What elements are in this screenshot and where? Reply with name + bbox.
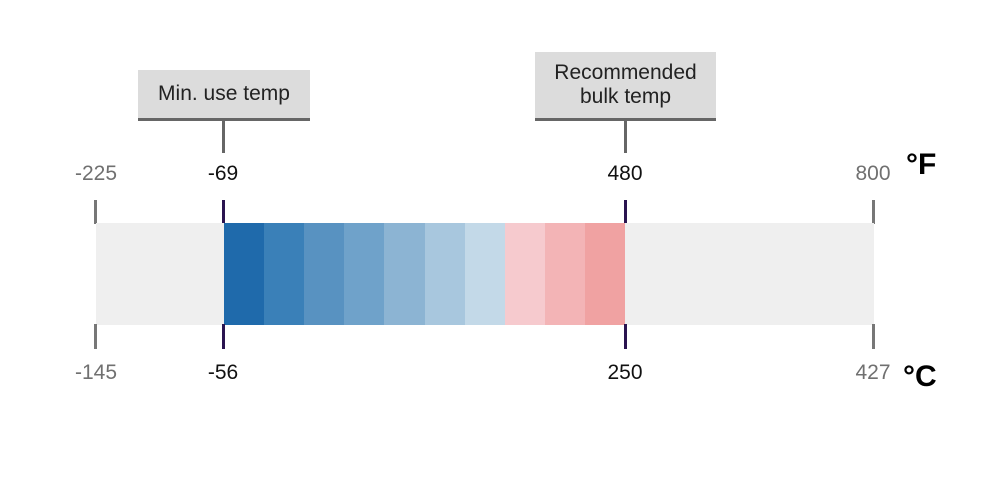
gradient-segment bbox=[304, 223, 345, 325]
gradient-segment bbox=[544, 223, 586, 325]
recommended-label-line1: Recommended bbox=[554, 61, 697, 84]
min-use-temp-stem bbox=[222, 121, 225, 153]
c-tick-label: -56 bbox=[207, 361, 239, 384]
f-tick-label: -69 bbox=[207, 162, 239, 185]
c-tick-label: -145 bbox=[74, 361, 118, 384]
f-tick-label: 800 bbox=[855, 162, 891, 185]
gradient-segment bbox=[504, 223, 546, 325]
c-tick-label: 250 bbox=[607, 361, 643, 384]
c-tick-mark bbox=[872, 324, 875, 349]
min-use-temp-label: Min. use temp bbox=[158, 82, 290, 105]
celsius-unit: °C bbox=[903, 360, 937, 393]
f-tick-mark bbox=[624, 200, 627, 224]
gradient-segment bbox=[424, 223, 466, 325]
f-tick-label: -225 bbox=[74, 162, 118, 185]
fahrenheit-unit: °F bbox=[906, 148, 937, 181]
recommended-bulk-temp-stem bbox=[624, 121, 627, 153]
c-tick-mark bbox=[94, 324, 97, 349]
gradient-segment bbox=[344, 223, 385, 325]
gradient-segment bbox=[384, 223, 425, 325]
f-tick-mark bbox=[222, 200, 225, 224]
gradient-segment bbox=[264, 223, 305, 325]
c-tick-label: 427 bbox=[855, 361, 891, 384]
f-tick-mark bbox=[872, 200, 875, 224]
recommended-bulk-temp-callout: Recommended bulk temp bbox=[535, 52, 716, 121]
recommended-label-line2: bulk temp bbox=[579, 85, 672, 108]
f-tick-label: 480 bbox=[607, 162, 643, 185]
f-tick-mark bbox=[94, 200, 97, 224]
c-tick-mark bbox=[624, 324, 627, 349]
c-tick-mark bbox=[222, 324, 225, 349]
min-use-temp-callout: Min. use temp bbox=[138, 70, 310, 121]
gradient-segment bbox=[584, 223, 626, 325]
gradient-segment bbox=[464, 223, 506, 325]
gradient-segment bbox=[224, 223, 265, 325]
